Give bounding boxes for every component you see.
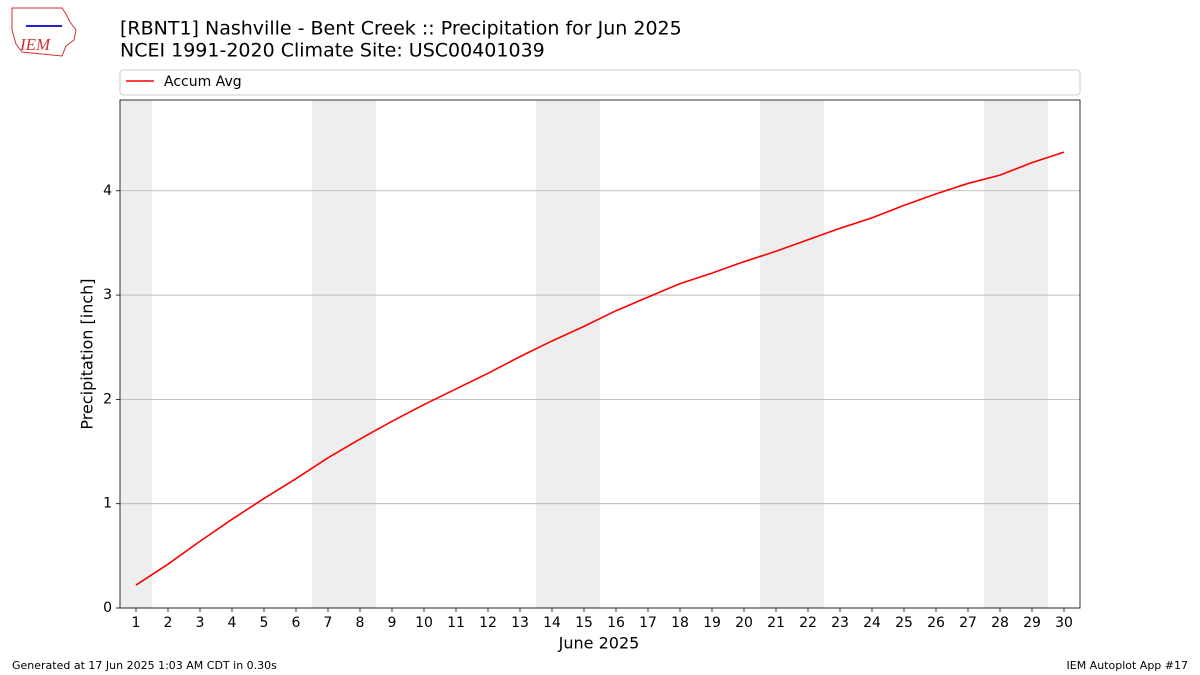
x-tick-label: 11: [447, 615, 465, 631]
y-axis-label: Precipitation [inch]: [78, 278, 97, 429]
x-tick-label: 12: [479, 615, 497, 631]
x-tick-label: 7: [324, 615, 333, 631]
y-tick-label: 1: [103, 496, 112, 512]
x-tick-label: 15: [575, 615, 593, 631]
x-tick-label: 29: [1023, 615, 1041, 631]
x-tick-label: 27: [959, 615, 977, 631]
x-tick-label: 13: [511, 615, 529, 631]
x-tick-label: 6: [292, 615, 301, 631]
logo: IEM: [11, 7, 77, 57]
chart-title: [RBNT1] Nashville - Bent Creek :: Precip…: [120, 18, 682, 40]
weekend-shade: [312, 100, 376, 608]
footer-right: IEM Autoplot App #17: [1067, 659, 1189, 672]
y-tick-label: 4: [103, 183, 112, 199]
y-tick-label: 3: [103, 287, 112, 303]
x-tick-label: 26: [927, 615, 945, 631]
chart-subtitle: NCEI 1991-2020 Climate Site: USC00401039: [120, 40, 545, 62]
x-tick-label: 21: [767, 615, 785, 631]
weekend-shade: [760, 100, 824, 608]
x-tick-label: 4: [228, 615, 237, 631]
weekend-shade: [120, 100, 152, 608]
x-tick-label: 30: [1055, 615, 1073, 631]
legend-label: Accum Avg: [164, 74, 242, 90]
x-tick-label: 10: [415, 615, 433, 631]
x-axis-label: June 2025: [558, 634, 640, 653]
x-tick-label: 14: [543, 615, 561, 631]
x-tick-label: 17: [639, 615, 657, 631]
footer-left: Generated at 17 Jun 2025 1:03 AM CDT in …: [12, 659, 277, 672]
logo-outline: [11, 7, 77, 57]
x-tick-label: 16: [607, 615, 625, 631]
x-tick-label: 28: [991, 615, 1009, 631]
x-tick-label: 19: [703, 615, 721, 631]
x-tick-label: 24: [863, 615, 881, 631]
weekend-shade: [984, 100, 1048, 608]
logo-text: IEM: [19, 35, 51, 54]
x-tick-label: 1: [132, 615, 141, 631]
x-tick-label: 23: [831, 615, 849, 631]
weekend-shade: [536, 100, 600, 608]
x-tick-label: 18: [671, 615, 689, 631]
x-tick-label: 3: [196, 615, 205, 631]
y-tick-label: 2: [103, 391, 112, 407]
x-tick-label: 5: [260, 615, 269, 631]
legend-box: [119, 69, 1081, 96]
x-tick-label: 22: [799, 615, 817, 631]
y-tick-label: 0: [103, 600, 112, 616]
x-tick-label: 8: [356, 615, 365, 631]
x-tick-label: 20: [735, 615, 753, 631]
x-tick-label: 2: [164, 615, 173, 631]
plot-frame: [119, 99, 1081, 609]
x-tick-label: 25: [895, 615, 913, 631]
x-tick-label: 9: [388, 615, 397, 631]
series-line: [135, 151, 1065, 586]
